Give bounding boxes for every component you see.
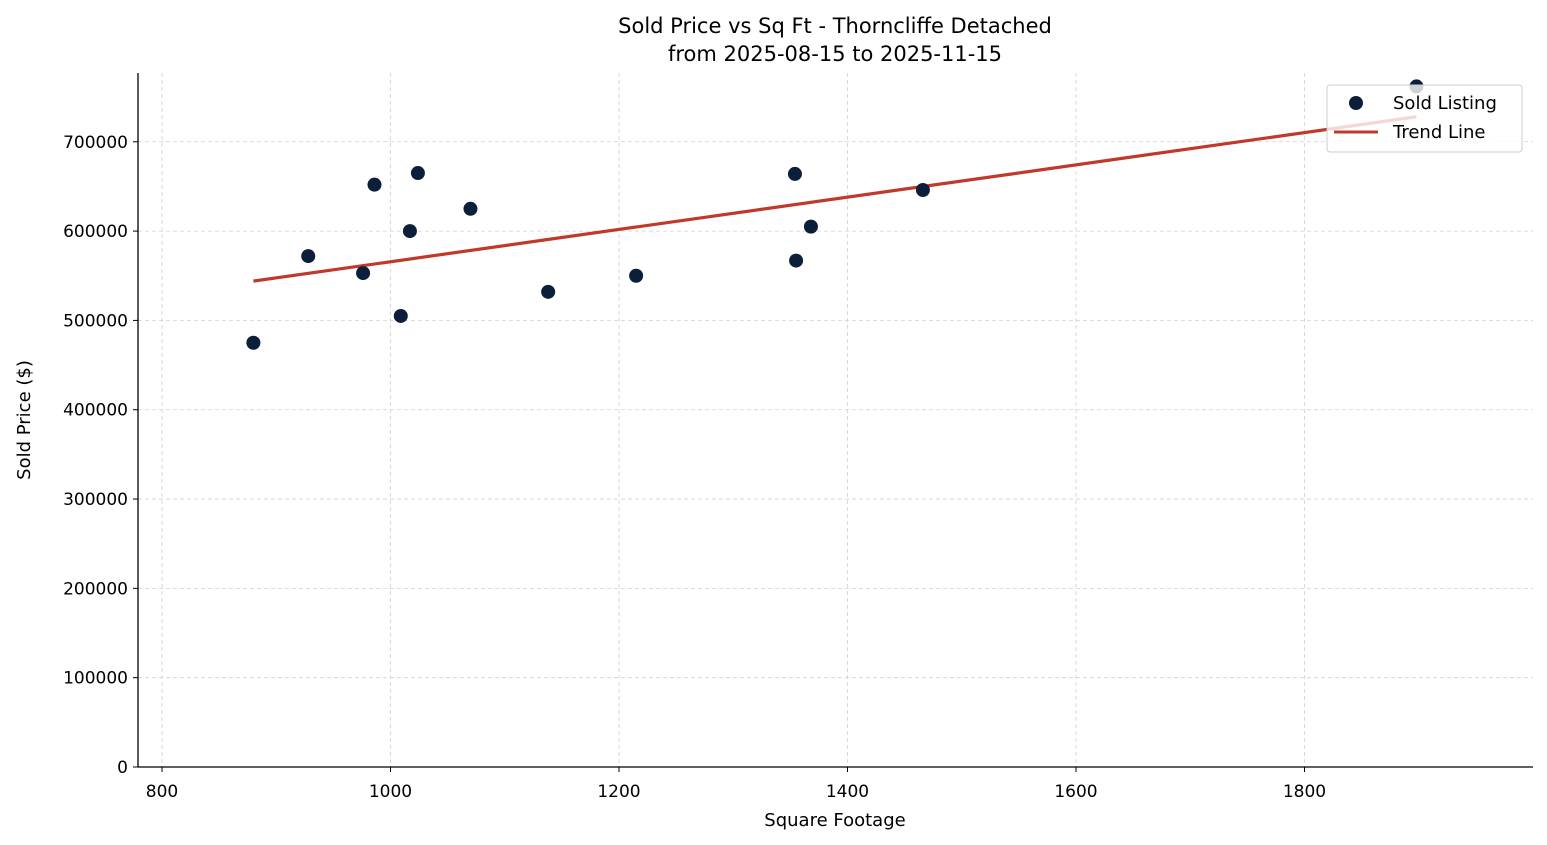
x-tick-label: 1000 [369,782,412,802]
chart-title: Sold Price vs Sq Ft - Thorncliffe Detach… [618,14,1052,38]
data-point [356,266,371,281]
legend-marker-sold [1349,96,1363,110]
data-point [393,308,408,323]
x-tick-label: 800 [146,782,178,802]
data-point [541,284,556,299]
legend-box [1326,84,1523,153]
x-axis-label: Square Footage [764,810,905,831]
x-tick-label: 1400 [826,782,869,802]
data-point [803,219,818,234]
x-tick-label: 1600 [1054,782,1097,802]
y-tick-label: 700000 [63,133,128,153]
data-point [915,183,930,198]
y-tick-label: 300000 [63,490,128,510]
y-axis-label: Sold Price ($) [14,360,35,480]
points-layer [246,79,1424,350]
x-tick-label: 1200 [597,782,640,802]
data-point [463,201,478,216]
data-point [367,177,382,192]
y-tick-label: 500000 [63,311,128,331]
y-tick-label: 200000 [63,579,128,599]
data-point [246,335,261,350]
data-point [787,166,802,181]
y-tick-label: 400000 [63,401,128,421]
chart-subtitle: from 2025-08-15 to 2025-11-15 [668,42,1002,66]
trend-line [253,115,1417,283]
legend-label-sold: Sold Listing [1393,93,1497,114]
legend: Sold Listing Trend Line [1326,84,1523,153]
data-point [789,253,804,268]
x-tick-label: 1800 [1283,782,1326,802]
y-tick-label: 600000 [63,222,128,242]
y-tick-label: 0 [117,758,128,778]
ticks: 800 1000 1200 1400 1600 1800 0 100000 200000 3000… [63,133,1326,802]
grid [138,73,1533,767]
data-point [410,166,425,181]
data-point [301,249,316,264]
data-point [402,224,417,239]
data-point [629,268,644,283]
legend-label-trend: Trend Line [1392,122,1486,143]
y-tick-label: 100000 [63,669,128,689]
trend-line-layer [253,115,1417,283]
